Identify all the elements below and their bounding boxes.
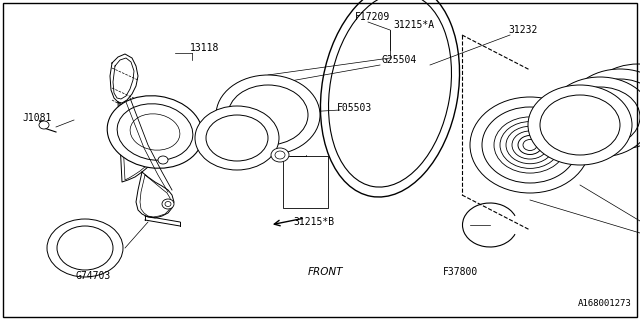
Text: 13118: 13118 — [190, 43, 220, 53]
Ellipse shape — [39, 121, 49, 129]
Text: 31232: 31232 — [508, 25, 538, 35]
Ellipse shape — [216, 75, 320, 155]
Ellipse shape — [162, 199, 174, 209]
Text: 31215*B: 31215*B — [293, 217, 334, 227]
Text: FRONT: FRONT — [308, 267, 344, 277]
Ellipse shape — [518, 135, 542, 155]
Ellipse shape — [568, 69, 640, 149]
Ellipse shape — [321, 0, 460, 197]
Ellipse shape — [548, 77, 640, 157]
Ellipse shape — [271, 148, 289, 162]
Text: F05503: F05503 — [337, 103, 372, 113]
Text: F17209: F17209 — [355, 12, 390, 22]
Ellipse shape — [108, 96, 203, 168]
Ellipse shape — [195, 106, 279, 170]
Text: G74703: G74703 — [75, 271, 110, 281]
Ellipse shape — [47, 219, 123, 277]
Text: G25504: G25504 — [381, 55, 416, 65]
Text: 31215*A: 31215*A — [393, 20, 434, 30]
Ellipse shape — [470, 97, 590, 193]
Ellipse shape — [528, 85, 632, 165]
Ellipse shape — [158, 156, 168, 164]
Text: F37800: F37800 — [443, 267, 478, 277]
Bar — [283, 156, 328, 208]
Text: J1081: J1081 — [22, 113, 51, 123]
Text: A168001273: A168001273 — [579, 299, 632, 308]
Ellipse shape — [588, 64, 640, 140]
